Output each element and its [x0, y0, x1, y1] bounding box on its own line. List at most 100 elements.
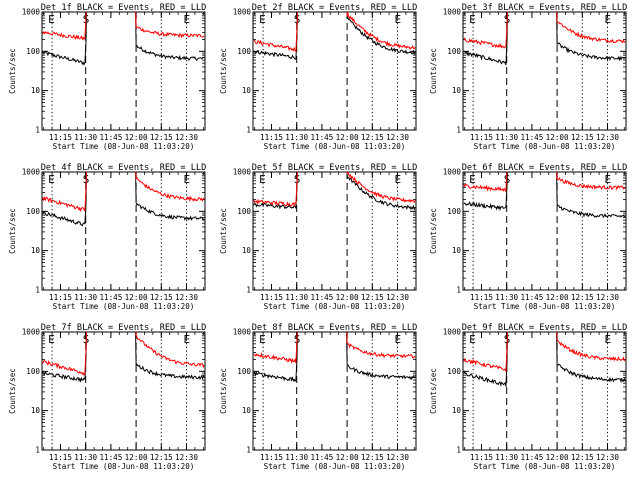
panel-title: Det 6f BLACK = Events, RED = LLD: [462, 163, 628, 173]
lld-line: [135, 172, 205, 203]
x-tick-label: 11:15: [470, 293, 493, 302]
marker-label-E: E: [184, 13, 191, 26]
marker-label-E: E: [469, 13, 476, 26]
x-tick-label: 12:00: [125, 293, 148, 302]
panel-title: Det 1f BLACK = Events, RED = LLD: [41, 3, 207, 13]
x-tick-label: 11:45: [520, 133, 543, 142]
events-line: [556, 12, 626, 62]
plot-frame: [252, 331, 417, 451]
x-axis-title: Start Time (08-Jun-08 11:03:20): [474, 302, 616, 311]
lld-line: [346, 12, 416, 50]
x-tick-label: 11:30: [495, 293, 518, 302]
x-tick-label: 12:30: [175, 453, 198, 462]
y-tick-label: 100: [447, 207, 461, 216]
plot-frame: [252, 171, 417, 291]
y-axis-title: Counts/sec: [219, 368, 228, 414]
x-tick-label: 12:15: [361, 133, 384, 142]
y-tick-label: 1: [456, 446, 461, 455]
x-tick-label: 12:15: [571, 133, 594, 142]
y-axis-title: Counts/sec: [219, 48, 228, 94]
x-tick-label: 11:15: [49, 293, 72, 302]
events-line: [253, 172, 298, 210]
x-axis-title: Start Time (08-Jun-08 11:03:20): [53, 302, 195, 311]
lld-line: [253, 12, 298, 53]
y-tick-label: 10: [452, 406, 462, 415]
marker-label-E: E: [395, 173, 402, 186]
x-axis-title: Start Time (08-Jun-08 11:03:20): [264, 302, 406, 311]
y-tick-label: 100: [26, 47, 40, 56]
x-tick-label: 11:15: [260, 133, 283, 142]
y-tick-label: 1000: [443, 168, 462, 177]
series-layer: [253, 12, 416, 60]
lld-line: [42, 332, 87, 377]
x-tick-label: 11:45: [310, 293, 333, 302]
lld-line: [253, 332, 298, 364]
panel-5: Det 5f BLACK = Events, RED = LLD 1 10 100 10…: [219, 163, 417, 311]
x-tick-label: 12:15: [361, 293, 384, 302]
marker-label-E: E: [469, 173, 476, 186]
x-tick-label: 11:15: [470, 453, 493, 462]
lld-line: [463, 172, 508, 193]
x-tick-label: 11:30: [495, 133, 518, 142]
events-line: [253, 12, 298, 60]
x-tick-label: 11:15: [49, 133, 72, 142]
y-tick-label: 1: [35, 126, 40, 135]
marker-label-E: E: [605, 333, 612, 346]
plot-frame: [462, 171, 627, 291]
marker-label-E: E: [184, 173, 191, 186]
panel-6: Det 6f BLACK = Events, RED = LLD 1 10 100 10…: [429, 163, 628, 311]
series-layer: [253, 332, 416, 383]
y-tick-label: 100: [237, 367, 251, 376]
y-tick-label: 10: [452, 86, 462, 95]
panel-title: Det 7f BLACK = Events, RED = LLD: [41, 323, 207, 333]
lld-line: [42, 172, 87, 213]
y-tick-label: 1000: [443, 328, 462, 337]
lld-line: [135, 332, 205, 369]
marker-label-E: E: [259, 13, 266, 26]
x-tick-label: 11:15: [260, 293, 283, 302]
lld-line: [463, 332, 508, 372]
lld-line: [346, 172, 416, 204]
lld-line: [556, 12, 626, 44]
events-line: [346, 332, 416, 381]
events-line: [556, 172, 626, 219]
panel-title: Det 3f BLACK = Events, RED = LLD: [462, 3, 628, 13]
x-axis-title: Start Time (08-Jun-08 11:03:20): [264, 462, 406, 471]
lld-line: [346, 332, 416, 359]
marker-label-E: E: [48, 173, 55, 186]
y-tick-label: 1: [456, 126, 461, 135]
x-tick-label: 12:30: [386, 453, 409, 462]
y-tick-label: 100: [447, 367, 461, 376]
y-tick-label: 100: [447, 47, 461, 56]
x-tick-label: 12:15: [361, 453, 384, 462]
series-layer: [42, 332, 205, 383]
y-tick-label: 100: [237, 47, 251, 56]
marker-label-E: E: [395, 333, 402, 346]
y-tick-label: 10: [452, 246, 462, 255]
panel-3: Det 3f BLACK = Events, RED = LLD 1 10 100 10…: [429, 3, 628, 151]
x-tick-label: 12:00: [336, 453, 359, 462]
lld-line: [42, 12, 87, 41]
x-tick-label: 12:30: [175, 133, 198, 142]
marker-label-E: E: [469, 333, 476, 346]
x-tick-label: 12:30: [596, 293, 619, 302]
series-layer: [463, 12, 626, 66]
x-tick-label: 12:15: [150, 293, 173, 302]
x-tick-label: 12:00: [125, 453, 148, 462]
x-tick-label: 11:45: [520, 453, 543, 462]
plot-frame: [41, 171, 206, 291]
events-line: [463, 12, 509, 66]
y-tick-label: 1000: [233, 328, 252, 337]
x-tick-label: 12:30: [386, 293, 409, 302]
y-axis-title: Counts/sec: [8, 368, 17, 414]
x-tick-label: 12:15: [150, 133, 173, 142]
x-tick-label: 12:15: [571, 293, 594, 302]
events-line: [556, 332, 626, 384]
lld-line: [556, 172, 626, 191]
marker-label-E: E: [605, 173, 612, 186]
events-line: [346, 12, 416, 56]
y-tick-label: 10: [31, 86, 41, 95]
y-axis-title: Counts/sec: [429, 368, 438, 414]
series-layer: [42, 172, 205, 227]
